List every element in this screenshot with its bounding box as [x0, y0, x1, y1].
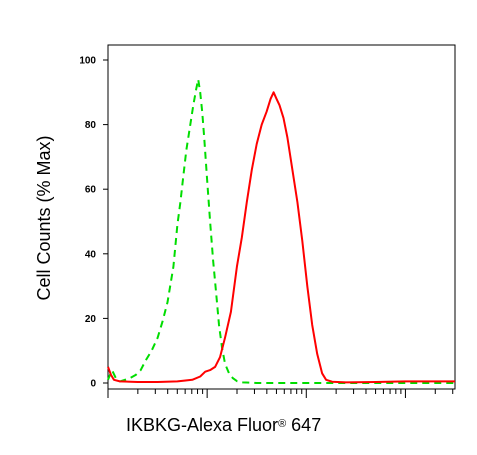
y-tick-label: 20	[85, 314, 97, 325]
y-tick-label: 40	[85, 249, 97, 260]
x-axis-title-tail: 647	[286, 415, 321, 435]
histogram-series-1	[107, 78, 455, 384]
y-tick-label: 80	[85, 120, 97, 131]
x-axis-title: IKBKG-Alexa Fluor® 647	[126, 415, 321, 435]
histogram-series-2	[107, 91, 455, 384]
x-axis-title-registered-mark: ®	[278, 418, 286, 430]
y-tick-label: 60	[85, 185, 97, 196]
y-axis-title: Cell Counts (% Max)	[34, 135, 54, 300]
y-tick-label: 0	[90, 379, 96, 390]
series-layer	[107, 78, 455, 384]
plot-frame	[107, 44, 456, 390]
x-axis	[107, 389, 454, 398]
y-axis: 0 20 40 60 80 100	[79, 56, 108, 390]
y-tick-label: 100	[79, 56, 96, 67]
x-axis-title-main: IKBKG-Alexa Fluor	[126, 415, 278, 435]
